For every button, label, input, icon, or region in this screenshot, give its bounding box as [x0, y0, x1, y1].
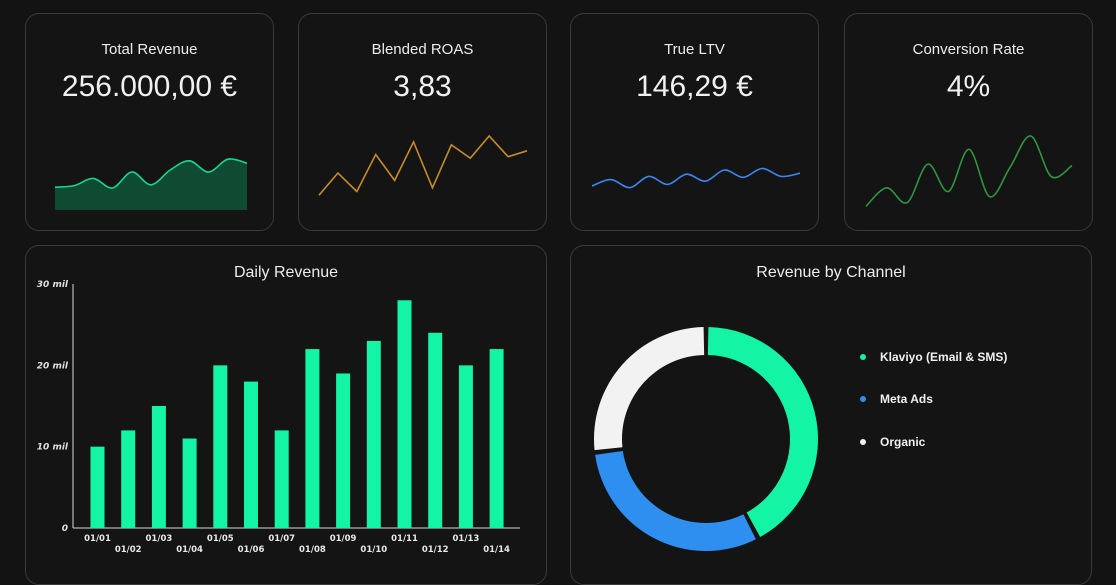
bar	[151, 406, 166, 528]
donut-slice	[707, 327, 818, 538]
x-tick-label: 01/01	[84, 534, 111, 544]
bar	[305, 349, 320, 528]
x-tick-label: 01/11	[391, 534, 418, 544]
x-tick-label: 01/09	[330, 534, 357, 544]
x-tick-label: 01/05	[207, 534, 234, 544]
y-tick-label: 20 mil	[37, 361, 69, 371]
legend-dot	[860, 439, 866, 445]
bar	[244, 381, 258, 528]
bar	[213, 365, 228, 528]
bar	[121, 430, 136, 528]
legend-item-klaviyo[interactable]: Klaviyo (Email & SMS)	[860, 350, 1007, 364]
legend-dot	[860, 354, 866, 360]
sparkline	[591, 167, 801, 189]
sparkline	[318, 134, 528, 196]
bar	[366, 340, 381, 528]
bar	[336, 373, 351, 528]
kpi-value: 256.000,00 €	[61, 70, 238, 103]
revenue-by-channel-donut	[594, 327, 818, 551]
bar	[458, 365, 473, 528]
x-tick-label: 01/14	[483, 545, 510, 555]
kpi-card-total-revenue[interactable]: Total Revenue 256.000,00 €	[25, 13, 274, 231]
legend-dot	[860, 396, 866, 402]
legend-label: Meta Ads	[880, 392, 933, 406]
kpi-card-true-ltv[interactable]: True LTV 146,29 €	[570, 13, 819, 231]
bar	[182, 438, 197, 528]
x-tick-label: 01/10	[360, 545, 387, 555]
x-tick-label: 01/03	[146, 534, 173, 544]
kpi-card-conversion-rate[interactable]: Conversion Rate 4%	[844, 13, 1093, 231]
y-tick-label: 10 mil	[37, 443, 69, 453]
sparkline-line	[54, 158, 248, 189]
kpi-value: 3,83	[393, 70, 452, 103]
kpi-title: Conversion Rate	[912, 41, 1025, 58]
x-tick-label: 01/07	[268, 534, 295, 544]
bar	[274, 430, 289, 528]
bar	[397, 300, 412, 528]
legend-item-organic[interactable]: Organic	[860, 435, 925, 449]
x-tick-label: 01/12	[422, 545, 449, 555]
kpi-card-blended-roas[interactable]: Blended ROAS 3,83	[298, 13, 547, 231]
x-tick-label: 01/06	[238, 545, 265, 555]
x-tick-label: 01/04	[176, 545, 203, 555]
panel-title: Daily Revenue	[233, 264, 339, 281]
legend-label: Klaviyo (Email & SMS)	[880, 350, 1008, 364]
sparkline-line	[865, 135, 1073, 207]
kpi-title: Blended ROAS	[371, 41, 474, 58]
y-tick-label: 0	[62, 524, 68, 534]
bar	[90, 446, 105, 528]
legend-label: Organic	[880, 435, 926, 449]
y-tick-label: 30 mil	[37, 280, 69, 290]
kpi-title: Total Revenue	[101, 41, 198, 58]
sparkline-line	[591, 167, 801, 189]
kpi-value: 4%	[946, 70, 991, 103]
bar	[428, 332, 443, 528]
legend-item-meta-ads[interactable]: Meta Ads	[860, 392, 933, 406]
bar	[489, 349, 504, 528]
donut-slice	[594, 327, 705, 451]
panel-title: Revenue by Channel	[756, 264, 906, 281]
kpi-title: True LTV	[664, 41, 725, 58]
kpi-value: 146,29 €	[636, 70, 753, 103]
sparkline	[54, 158, 248, 210]
sparkline	[865, 135, 1073, 207]
sparkline-line	[318, 134, 528, 196]
donut-slice	[595, 450, 756, 551]
x-tick-label: 01/08	[299, 545, 326, 555]
x-tick-label: 01/13	[453, 534, 480, 544]
sparkline-area	[55, 158, 247, 210]
x-tick-label: 01/02	[115, 545, 142, 555]
